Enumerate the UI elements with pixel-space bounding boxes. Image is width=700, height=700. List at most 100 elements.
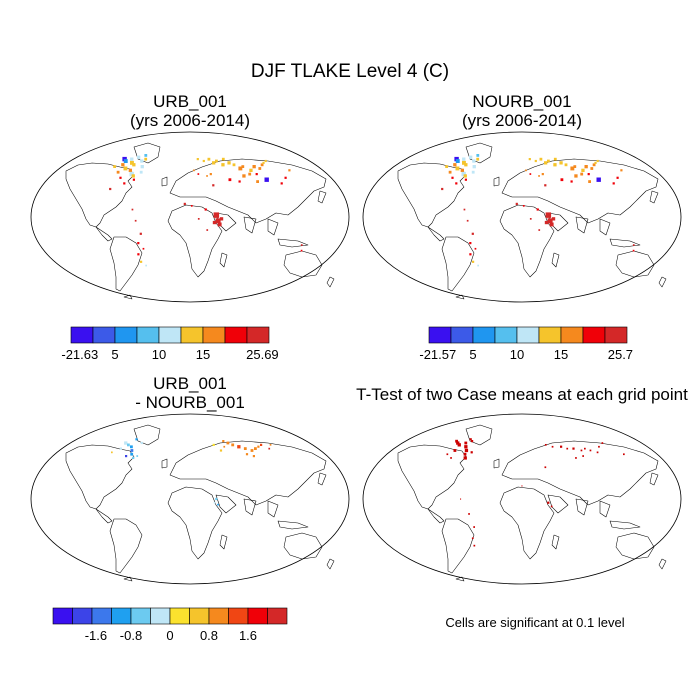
coastline-southAmerica <box>441 518 475 574</box>
coastline-uk <box>493 458 500 469</box>
cb-urb-box-3 <box>136 326 160 344</box>
cb-nourb-box-6 <box>560 326 584 344</box>
panel-title-nourb: NOURB_001 (yrs 2006-2014) <box>362 92 682 130</box>
coastline-seAsia <box>599 218 611 236</box>
lake-cell-urb-1 <box>123 159 128 163</box>
lake-cell-urb-57 <box>212 220 217 225</box>
coastline-uk <box>493 176 500 187</box>
lake-cell-urb-38 <box>248 172 252 176</box>
coastline-australia <box>615 532 655 560</box>
lake-cell-diff-16 <box>243 447 247 450</box>
figure-title: DJF TLAKE Level 4 (C) <box>250 61 450 82</box>
lake-cell-urb-22 <box>207 157 211 161</box>
cb-urb-box-5 <box>180 326 204 344</box>
lake-cell-ttest-11 <box>470 451 473 454</box>
lake-cell-nourb-68 <box>474 247 477 250</box>
lake-cell-ttest-28 <box>598 445 600 448</box>
lake-cell-diff-5 <box>132 456 135 459</box>
cb-diff-box-0 <box>52 607 73 625</box>
lake-cell-nourb-20 <box>464 178 467 181</box>
lake-cell-nourb-27 <box>559 161 563 165</box>
lake-cell-diff-26 <box>219 449 223 452</box>
lake-cell-nourb-35 <box>594 161 597 164</box>
lake-cell-urb-33 <box>258 167 262 170</box>
map-frame-nourb <box>362 131 682 303</box>
lake-cell-nourb-10 <box>463 174 467 178</box>
lake-cell-diff-9 <box>140 441 143 445</box>
panel-title-urb: URB_001 (yrs 2006-2014) <box>30 92 350 130</box>
lake-cell-nourb-19 <box>455 182 458 185</box>
lake-cell-urb-19 <box>123 182 126 185</box>
cb-diff-box-4 <box>130 607 151 625</box>
lake-cell-ttest-29 <box>601 442 604 444</box>
lake-cell-nourb-14 <box>469 155 473 159</box>
lake-cell-diff-6 <box>135 438 138 441</box>
cb-urb-label-2: 10 <box>152 347 166 362</box>
lake-cell-urb-68 <box>142 247 145 250</box>
lake-cell-nourb-22 <box>539 157 543 161</box>
lake-cell-ttest-5 <box>464 448 469 453</box>
lake-cell-urb-9 <box>129 171 134 177</box>
map-diff <box>30 413 350 585</box>
lake-cell-nourb-23 <box>544 161 548 165</box>
lake-cell-urb-55 <box>215 218 221 224</box>
lake-cell-urb-32 <box>252 165 256 169</box>
lake-cell-diff-11 <box>136 455 139 457</box>
map-panel-urb <box>30 131 350 303</box>
lake-cell-urb-14 <box>137 155 141 159</box>
map-frame-ttest <box>362 413 682 585</box>
lake-cell-urb-8 <box>128 168 132 172</box>
lake-cell-urb-48 <box>284 176 287 179</box>
lake-cell-ttest-10 <box>471 440 474 443</box>
coastline-seAsia <box>267 218 279 236</box>
lake-cell-urb-36 <box>264 159 267 163</box>
cb-nourb-box-3 <box>494 326 518 344</box>
panel-title-ttest: T-Test of two Case means at each grid po… <box>356 385 688 404</box>
lake-cell-ttest-26 <box>589 449 592 452</box>
lake-cell-urb-30 <box>241 165 245 168</box>
lake-cell-urb-10 <box>131 174 135 178</box>
lake-cell-urb-39 <box>255 173 258 176</box>
lake-cell-nourb-60 <box>522 205 525 207</box>
lake-cell-urb-16 <box>144 157 148 161</box>
coastline-newZealand <box>658 558 667 570</box>
lake-cell-nourb-28 <box>564 163 568 167</box>
lake-cell-urb-4 <box>132 163 136 167</box>
lake-cell-nourb-7 <box>455 166 460 171</box>
colorbar-urb-svg: -21.63 5 10 15 25.69 <box>61 326 279 362</box>
lake-cell-urb-41 <box>238 180 241 183</box>
lake-cell-urb-34 <box>260 163 264 167</box>
lake-cell-nourb-3 <box>462 160 466 165</box>
lake-cell-nourb-51 <box>544 184 547 187</box>
lake-cell-ttest-23 <box>572 447 575 450</box>
coastline-arabia <box>547 494 569 514</box>
cb-nourb-box-5 <box>538 326 562 344</box>
lake-cell-nourb-29 <box>570 166 575 171</box>
lake-cell-nourb-53 <box>525 169 527 172</box>
panel-title-diff-line1: URB_001 <box>153 374 227 393</box>
map-ttest <box>362 413 682 585</box>
lake-cell-ttest-2 <box>457 443 461 447</box>
lake-cell-nourb-2 <box>462 157 466 161</box>
coastline-northAmerica <box>397 444 467 510</box>
cb-diff-box-9 <box>228 607 249 625</box>
lake-cell-nourb-46 <box>588 180 591 183</box>
coastline-eurasia <box>501 158 659 224</box>
coastline-madagascar <box>551 252 560 268</box>
cb-diff-label-1: -0.8 <box>120 628 142 643</box>
lake-cell-urb-50 <box>206 175 208 177</box>
coastline-indonesia <box>609 238 641 248</box>
cb-nourb-box-1 <box>450 326 474 344</box>
lake-cell-urb-11 <box>139 170 143 174</box>
lake-cell-diff-24 <box>252 455 255 458</box>
lake-cell-nourb-31 <box>581 168 585 172</box>
lake-cell-urb-58 <box>219 217 224 221</box>
lake-cell-urb-66 <box>139 232 142 235</box>
lake-cell-nourb-44 <box>528 158 531 161</box>
lake-cell-urb-51 <box>212 184 215 187</box>
coastline-seAsia <box>599 500 611 518</box>
cb-diff-box-3 <box>111 607 132 625</box>
coastline-newZealand <box>326 276 335 288</box>
lake-cell-diff-22 <box>269 444 272 446</box>
lake-cell-urb-15 <box>144 154 148 157</box>
